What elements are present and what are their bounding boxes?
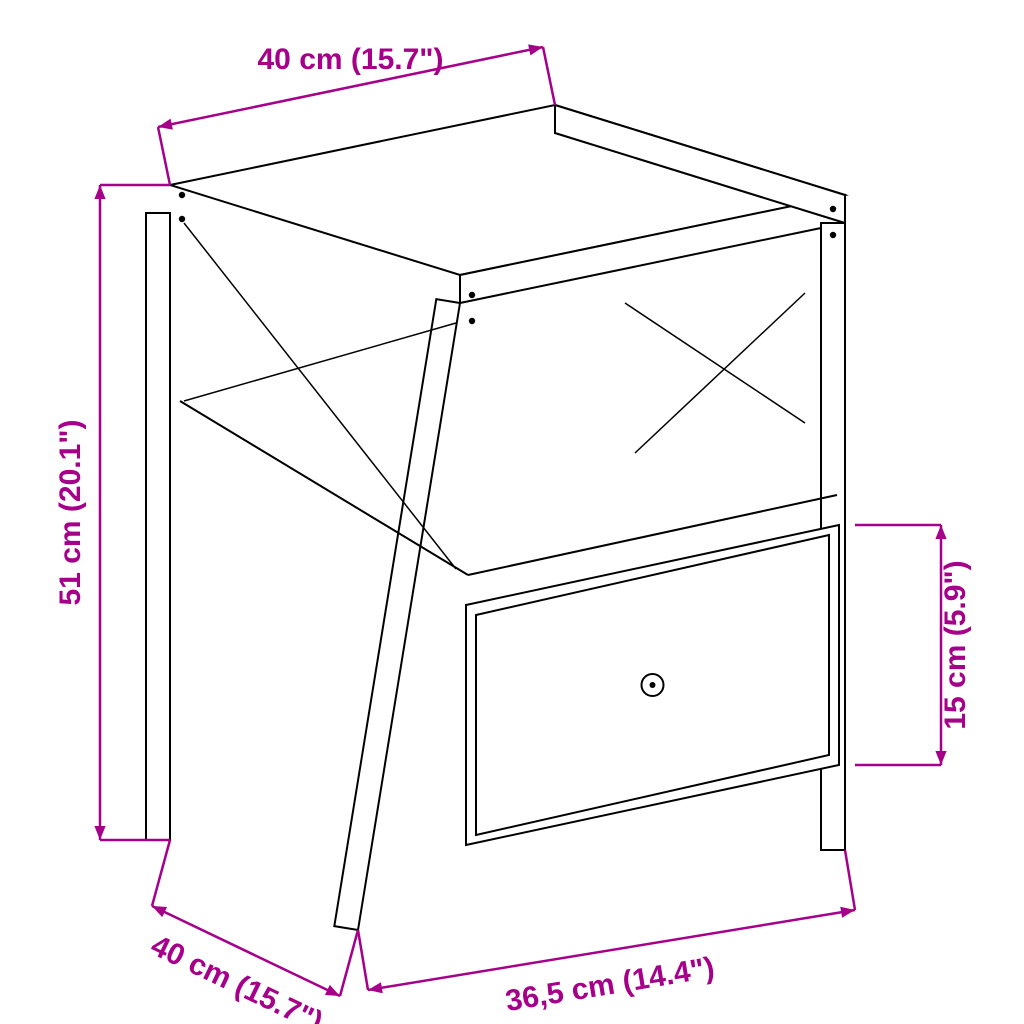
dim-width-top: 40 cm (15.7") [258, 43, 444, 76]
svg-text:40 cm (15.7"): 40 cm (15.7") [258, 43, 444, 76]
dim-height: 51 cm (20.1") [54, 420, 87, 606]
svg-text:36,5 cm (14.4"): 36,5 cm (14.4") [503, 951, 717, 1018]
dim-drawer-height: 15 cm (5.9") [939, 560, 972, 729]
dim-front-width: 36,5 cm (14.4") [503, 951, 717, 1018]
svg-text:15 cm (5.9"): 15 cm (5.9") [939, 560, 972, 729]
svg-text:51 cm (20.1"): 51 cm (20.1") [54, 420, 87, 606]
